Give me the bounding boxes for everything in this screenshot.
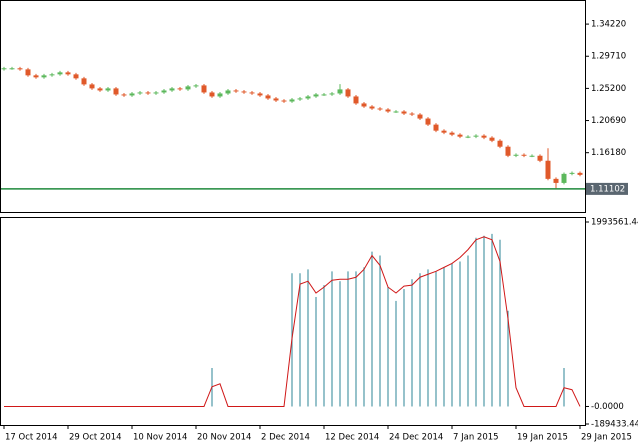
- candle-body: [433, 124, 439, 131]
- candle-body: [521, 154, 527, 156]
- candle-body: [113, 88, 119, 95]
- candle-body: [297, 98, 303, 100]
- candle-body: [209, 92, 215, 97]
- x-tick-label: 19 Jan 2015: [517, 433, 568, 443]
- candle-body: [265, 95, 271, 99]
- candle-body: [441, 130, 447, 133]
- candle-body: [241, 91, 247, 93]
- candle-body: [513, 154, 519, 156]
- current-price-label: 1.11102: [590, 184, 625, 194]
- candle-body: [465, 136, 471, 138]
- candle-body: [201, 85, 207, 93]
- candle-body: [49, 74, 55, 76]
- candle-body: [89, 84, 95, 89]
- candle-body: [193, 85, 199, 87]
- candle-body: [569, 172, 575, 174]
- candle-body: [337, 89, 343, 94]
- candle-body: [281, 100, 287, 102]
- x-tick-label: 10 Nov 2014: [133, 433, 187, 443]
- y-tick-label: -189433.44: [591, 420, 638, 430]
- candle-body: [537, 155, 543, 161]
- candle-body: [489, 137, 495, 141]
- candle-body: [353, 96, 359, 104]
- candle-body: [409, 113, 415, 115]
- y-tick-label: 1.20690: [591, 116, 626, 126]
- x-tick-label: 2 Dec 2014: [261, 433, 310, 443]
- candle-body: [25, 69, 31, 76]
- candle-body: [153, 92, 159, 94]
- candle-body: [377, 108, 383, 110]
- candle-body: [305, 96, 311, 99]
- candle-body: [553, 178, 559, 183]
- x-tick-label: 29 Oct 2014: [69, 433, 122, 443]
- candle-body: [417, 114, 423, 119]
- candle-body: [313, 94, 319, 97]
- y-tick-label: 1.25200: [591, 84, 626, 94]
- candle-body: [449, 132, 455, 135]
- x-tick-label: 24 Dec 2014: [389, 433, 443, 443]
- candle-body: [105, 88, 111, 91]
- candle-body: [65, 72, 71, 75]
- x-tick-label: 12 Dec 2014: [325, 433, 379, 443]
- candle-body: [369, 106, 375, 109]
- candle-body: [257, 93, 263, 96]
- candle-body: [161, 90, 167, 93]
- y-tick-label: -0.0000: [591, 402, 624, 412]
- candle-body: [385, 109, 391, 112]
- candle-body: [217, 93, 223, 97]
- candle-body: [57, 72, 63, 75]
- candle-body: [473, 135, 479, 137]
- candle-body: [81, 78, 87, 85]
- x-tick-label: 20 Nov 2014: [197, 433, 251, 443]
- candle-body: [577, 172, 583, 175]
- candle-body: [497, 140, 503, 147]
- x-tick-label: 29 Jan 2015: [581, 433, 632, 443]
- candle-body: [121, 94, 127, 96]
- candle-body: [1, 68, 7, 70]
- candle-body: [361, 103, 367, 107]
- candle-body: [225, 90, 231, 94]
- candle-body: [17, 68, 23, 70]
- x-tick-label: 17 Oct 2014: [5, 433, 58, 443]
- candle-body: [425, 118, 431, 125]
- candle-body: [137, 92, 143, 94]
- candle-body: [345, 89, 351, 97]
- candle-body: [129, 93, 135, 96]
- candle-body: [481, 135, 487, 138]
- candle-body: [145, 92, 151, 94]
- indicator-line: [4, 236, 581, 407]
- candle-body: [505, 146, 511, 156]
- y-tick-label: 1.34220: [591, 20, 626, 30]
- candle-body: [41, 75, 47, 78]
- candle-body: [185, 86, 191, 90]
- candle-body: [561, 173, 567, 183]
- candle-body: [321, 94, 327, 96]
- candle-body: [169, 88, 175, 91]
- candle-body: [401, 111, 407, 114]
- x-tick-label: 7 Jan 2015: [453, 433, 499, 443]
- candle-body: [273, 98, 279, 101]
- candle-body: [177, 88, 183, 90]
- y-tick-label: 1.16180: [591, 148, 626, 158]
- candle-body: [33, 75, 39, 78]
- candle-body: [249, 92, 255, 94]
- candle-body: [393, 111, 399, 113]
- y-tick-label: 1993561.44: [591, 218, 638, 228]
- candle-body: [289, 99, 295, 102]
- current-price-box: [586, 182, 628, 195]
- y-tick-label: 1.29710: [591, 52, 626, 62]
- price-pane: [0, 0, 586, 213]
- candle-body: [9, 68, 15, 70]
- candle-body: [457, 134, 463, 137]
- candle-body: [545, 160, 551, 179]
- candle-body: [329, 93, 335, 95]
- indicator-pane: [0, 217, 586, 426]
- candle-body: [529, 155, 535, 157]
- candle-body: [97, 88, 103, 91]
- candle-body: [73, 74, 79, 79]
- candle-body: [233, 90, 239, 92]
